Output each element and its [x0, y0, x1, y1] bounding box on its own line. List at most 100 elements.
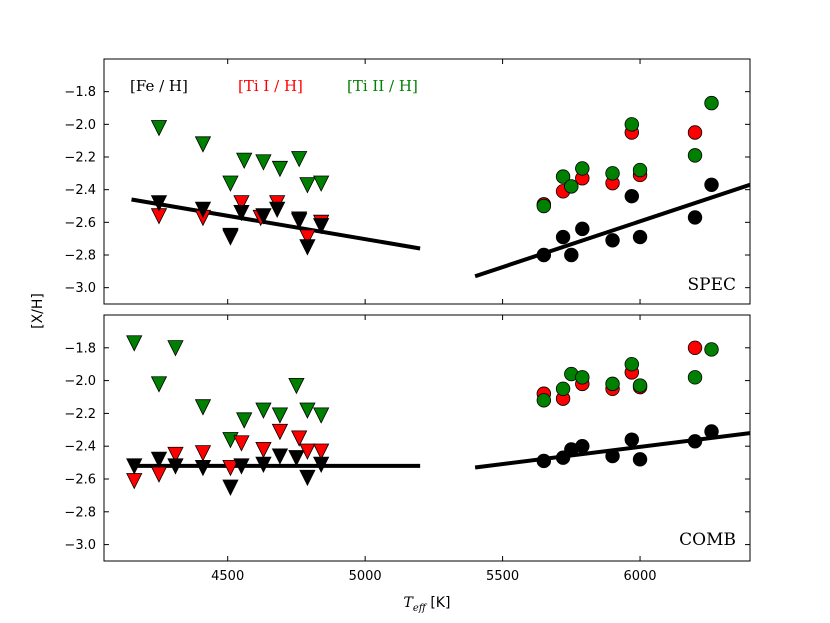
- upper-limit-point: [150, 466, 168, 483]
- upper-limit-point: [126, 458, 143, 475]
- upper-limit-point: [269, 201, 286, 219]
- y-axis-label: [X/H]: [30, 293, 46, 329]
- upper-limit-point: [255, 402, 272, 419]
- y-tick-label: −2.4: [64, 183, 96, 198]
- fit-line-2: [474, 182, 750, 279]
- legend-fe: [Fe / H]: [130, 77, 188, 95]
- data-point: [687, 434, 703, 449]
- data-point: [575, 370, 590, 385]
- x-tick-label: 6000: [623, 569, 656, 584]
- upper-limit-point: [233, 195, 250, 212]
- upper-limit-point: [291, 151, 308, 168]
- axes-frame: [103, 58, 751, 305]
- upper-limit-point: [291, 211, 308, 228]
- panel-label: SPEC: [687, 275, 736, 295]
- upper-limit-point: [313, 443, 330, 460]
- y-tick-label: −2.0: [64, 118, 96, 133]
- upper-limit-point: [194, 136, 212, 153]
- upper-limit-point: [271, 160, 289, 178]
- upper-limit-point: [194, 201, 212, 219]
- data-point: [624, 432, 639, 447]
- upper-limit-point: [313, 456, 330, 473]
- data-point: [624, 117, 639, 132]
- data-point: [555, 169, 571, 184]
- data-point: [704, 342, 719, 357]
- axes-frame: [103, 314, 751, 562]
- upper-limit-point: [126, 473, 143, 490]
- y-tick-label: −2.2: [64, 151, 96, 166]
- data-point: [555, 229, 571, 245]
- legend-ti2: [Ti II / H]: [347, 77, 418, 95]
- upper-limit-point: [313, 175, 330, 192]
- data-point: [704, 95, 719, 111]
- data-point: [632, 229, 648, 245]
- x-axis-label-sub: eff: [413, 603, 428, 614]
- y-tick-label: −2.0: [64, 374, 96, 389]
- data-point: [575, 439, 590, 454]
- upper-limit-point: [150, 120, 168, 137]
- data-point: [536, 198, 552, 214]
- upper-limit-point: [255, 441, 272, 459]
- data-point: [687, 148, 703, 163]
- upper-limit-point: [167, 458, 184, 475]
- legend-ti1: [Ti I / H]: [238, 77, 303, 95]
- panel-spec: −3.0 −2.8 −2.6 −2.4 −2.2 −2.0 −1.8 SPEC: [64, 58, 751, 305]
- y-tick-label: −2.8: [64, 505, 96, 520]
- data-point: [564, 247, 579, 263]
- upper-limit-point: [271, 448, 289, 465]
- upper-limit-point: [236, 412, 253, 429]
- data-point: [536, 393, 552, 408]
- upper-limit-point: [291, 430, 308, 447]
- x-axis-label-main: T: [404, 595, 415, 611]
- upper-limit-point: [233, 204, 250, 222]
- x-axis-label-unit: [K]: [426, 595, 451, 611]
- plot-area: [126, 335, 750, 496]
- upper-limit-point: [222, 227, 239, 245]
- upper-limit-point: [233, 458, 250, 475]
- upper-limit-point: [255, 456, 272, 473]
- y-tick-label: −1.8: [64, 341, 96, 356]
- y-tick-label: −1.8: [64, 85, 96, 100]
- data-point: [687, 340, 703, 356]
- upper-limit-point: [299, 469, 316, 487]
- data-point: [624, 357, 639, 372]
- data-point: [687, 210, 703, 225]
- y-tick-label: −2.6: [64, 216, 96, 231]
- upper-limit-point: [288, 377, 305, 395]
- upper-limit-point: [150, 451, 168, 469]
- upper-limit-point: [299, 402, 316, 419]
- data-point: [564, 179, 579, 194]
- upper-limit-point: [299, 177, 316, 194]
- data-point: [605, 448, 620, 464]
- upper-limit-point: [167, 340, 184, 357]
- upper-limit-point: [271, 423, 289, 441]
- upper-limit-point: [194, 459, 212, 477]
- upper-limit-point: [222, 479, 239, 496]
- data-point: [632, 162, 648, 178]
- upper-limit-point: [271, 407, 289, 424]
- upper-limit-point: [150, 376, 168, 393]
- legend: [Fe / H] [Ti I / H] [Ti II / H]: [130, 77, 418, 95]
- data-point: [632, 378, 648, 393]
- upper-limit-point: [288, 450, 305, 467]
- upper-limit-point: [313, 407, 330, 424]
- upper-limit-point: [299, 229, 316, 246]
- upper-limit-point: [313, 218, 330, 235]
- data-point: [536, 247, 552, 263]
- upper-limit-point: [299, 239, 316, 256]
- data-point: [536, 453, 552, 469]
- x-tick-label: 5500: [486, 569, 519, 584]
- upper-limit-point: [194, 399, 212, 416]
- data-point: [624, 188, 639, 204]
- x-tick-label: 5000: [349, 569, 382, 584]
- y-tick-label: −2.6: [64, 473, 96, 488]
- upper-limit-point: [255, 208, 272, 225]
- data-point: [605, 376, 620, 392]
- upper-limit-point: [194, 445, 212, 462]
- panel-label: COMB: [679, 530, 736, 550]
- data-point: [687, 125, 703, 140]
- data-point: [575, 161, 590, 176]
- upper-limit-point: [255, 154, 272, 171]
- upper-limit-point: [233, 435, 250, 452]
